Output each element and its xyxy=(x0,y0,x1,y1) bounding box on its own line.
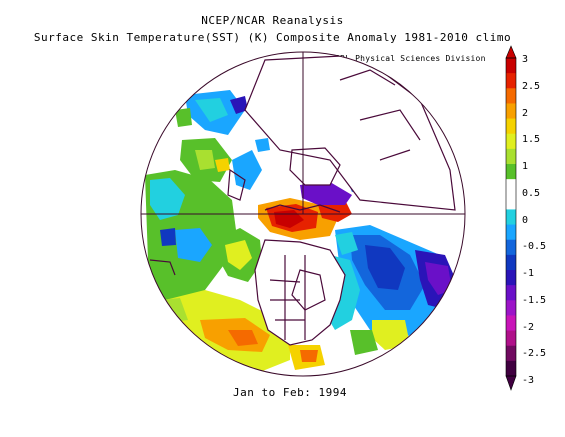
colorbar-bottom-arrow xyxy=(505,375,517,391)
colorbar-cell xyxy=(506,330,516,347)
colorbar-cell xyxy=(506,224,516,241)
colorbar-cell xyxy=(506,300,516,316)
colorbar-tick-label: -2 xyxy=(522,321,535,333)
colorbar-cell xyxy=(506,345,516,362)
colorbar-cell xyxy=(506,239,516,256)
colorbar-cell xyxy=(506,179,516,195)
land-north-america xyxy=(255,240,345,345)
colorbar-cell xyxy=(506,209,516,226)
colorbar-frame xyxy=(505,57,517,377)
colorbar-cell xyxy=(506,285,516,301)
coastlines xyxy=(149,54,456,346)
colorbar-cell xyxy=(506,270,516,286)
colorbar-tick-label: 1 xyxy=(522,161,529,172)
colorbar-tick-label: -3 xyxy=(522,375,535,386)
credit-label: NOAA/ESRL Physical Sciences Division xyxy=(305,54,486,63)
colorbar-cell xyxy=(506,164,516,180)
colorbar-tick-label: 2.5 xyxy=(522,80,541,92)
chart-subtitle: Surface Skin Temperature(SST) (K) Compos… xyxy=(33,31,512,44)
colorbar-cell xyxy=(506,58,516,74)
colorbar-tick-label: 3 xyxy=(522,54,529,65)
colorbar-cell xyxy=(506,148,516,165)
colorbar-tick-label: 1.5 xyxy=(522,134,541,146)
graticule xyxy=(141,52,465,215)
colorbar-tick-label: -1.5 xyxy=(522,294,547,306)
date-label: Jan to Feb: 1994 xyxy=(233,386,347,399)
colorbar-top-arrow xyxy=(505,45,517,59)
map-border xyxy=(140,51,466,377)
colorbar-cell xyxy=(506,315,516,332)
colorbar-tick-label: -0.5 xyxy=(522,241,547,253)
colorbar-tick-label: 0 xyxy=(522,214,529,226)
colorbar-tick-label: -2.5 xyxy=(522,348,547,360)
colorbar-cell xyxy=(506,254,516,271)
colorbar-cell xyxy=(506,133,516,150)
land-eurasia xyxy=(245,55,455,210)
colorbar-tick-label: 0.5 xyxy=(522,187,541,199)
colorbar-cell xyxy=(506,360,516,377)
colorbar-cell xyxy=(506,103,516,120)
colorbar-cell xyxy=(506,73,516,89)
colorbar-tick-label: -1 xyxy=(522,268,535,279)
colorbar-cell xyxy=(506,118,516,135)
colorbar-cell xyxy=(506,88,516,104)
chart-title: NCEP/NCAR Reanalysis xyxy=(201,14,344,27)
anomaly-field xyxy=(145,90,458,372)
colorbar-cell xyxy=(506,194,516,210)
colorbar-tick-label: 2 xyxy=(522,107,529,119)
